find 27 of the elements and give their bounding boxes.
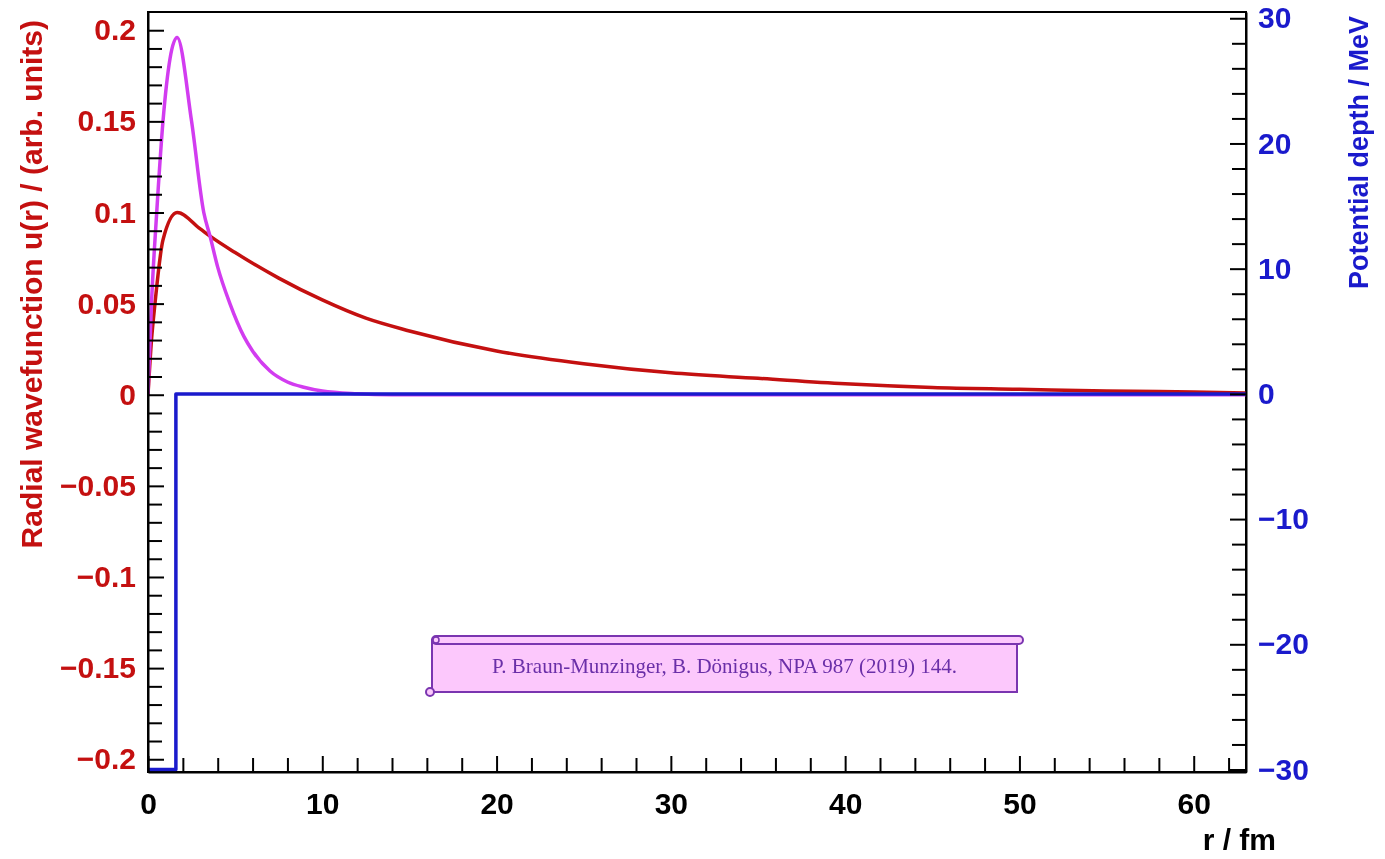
annotation: P. Braun-Munzinger, B. Dönigus, NPA 987 (2019) 144.	[491, 654, 958, 678]
y2-tick-label: 0	[1258, 376, 1275, 410]
y-tick-label: −0.2	[76, 742, 136, 776]
y2-tick-label: 30	[1258, 1, 1292, 35]
y-tick-label: 0.05	[77, 286, 136, 320]
y2-tick-label: −20	[1258, 627, 1309, 661]
y-tick-label: −0.15	[60, 651, 136, 685]
x-tick-label: 60	[1177, 787, 1211, 820]
y-tick-label: −0.05	[60, 468, 136, 502]
y-axis-title: Radial wavefunction u(r) / (arb. units)	[15, 20, 48, 549]
y-tick-label: 0.1	[94, 195, 136, 229]
x-tick-label: 30	[654, 787, 689, 820]
y-tick-label: −0.1	[76, 560, 136, 594]
x-tick-label: 50	[1003, 787, 1037, 820]
x-tick-label: 20	[480, 787, 514, 820]
x-tick-label: 0	[140, 787, 157, 820]
y2-axis-title: Potential depth / MeV	[1344, 16, 1374, 290]
y2-tick-label: 10	[1258, 251, 1292, 285]
y-tick-label: 0.15	[77, 104, 136, 138]
x-tick-label: 40	[828, 787, 863, 820]
y2-tick-label: −30	[1258, 752, 1309, 786]
y-tick-label: 0	[119, 377, 136, 411]
x-axis-title: r / fm	[1202, 823, 1276, 856]
y2-tick-label: −10	[1258, 502, 1309, 536]
x-tick-label: 10	[306, 787, 340, 820]
y-tick-label: 0.2	[94, 13, 136, 47]
y2-tick-label: 20	[1258, 126, 1292, 160]
